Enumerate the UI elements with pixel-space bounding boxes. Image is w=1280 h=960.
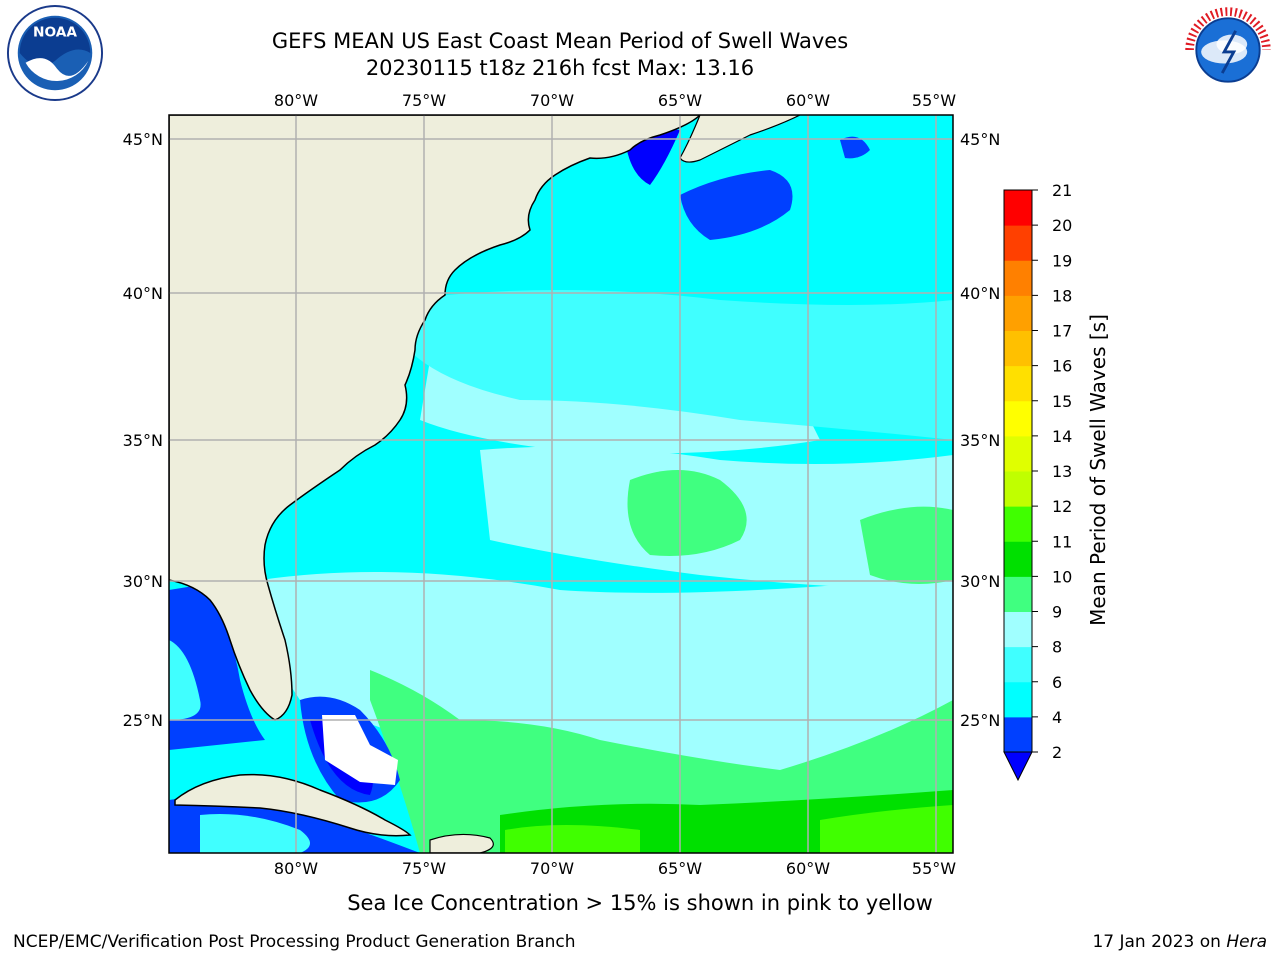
date-stamp: 17 Jan 2023 on Hera [1092, 932, 1267, 952]
colorbar-segment [1004, 330, 1032, 367]
colorbar-tick-label: 21 [1052, 181, 1072, 200]
colorbar-segment [1004, 646, 1032, 683]
colorbar-tick-label: 2 [1052, 743, 1062, 762]
swell-band-9-10 [627, 470, 747, 556]
credit-line: NCEP/EMC/Verification Post Processing Pr… [13, 932, 576, 952]
colorbar-segment [1004, 400, 1032, 437]
sea-ice-note: Sea Ice Concentration > 15% is shown in … [347, 891, 933, 915]
chart-title: GEFS MEAN US East Coast Mean Period of S… [271, 29, 849, 53]
colorbar-segment [1004, 681, 1032, 718]
colorbar-under-arrow [1003, 751, 1033, 782]
colorbar-segment [1004, 506, 1032, 542]
lat-label: 25°N [960, 711, 1000, 730]
lat-label: 30°N [960, 572, 1000, 591]
colorbar-segment [1004, 611, 1032, 648]
land-cuba [174, 773, 412, 837]
colorbar-segment [1004, 576, 1032, 612]
lon-labels-bottom: 80°W 75°W 70°W 65°W 60°W 55°W [274, 859, 956, 878]
colorbar-tick-label: 13 [1052, 462, 1072, 481]
map-field [169, 115, 953, 853]
lon-labels-top: 80°W 75°W 70°W 65°W 60°W 55°W [274, 91, 956, 110]
swell-band-9-10 [860, 506, 953, 584]
colorbar-segment [1004, 365, 1032, 402]
nws-logo [1182, 4, 1274, 96]
swell-band-2-4 [840, 136, 870, 159]
lat-labels-right: 45°N 40°N 35°N 30°N 25°N [960, 130, 1000, 730]
lon-label: 60°W [786, 859, 830, 878]
lon-label: 70°W [530, 91, 574, 110]
colorbar-label: Mean Period of Swell Waves [s] [1086, 314, 1110, 626]
lon-label: 75°W [402, 859, 446, 878]
colorbar-tick-label: 19 [1052, 251, 1072, 270]
land-bahamas [322, 715, 398, 785]
lat-label: 45°N [960, 130, 1000, 149]
lon-label: 60°W [786, 91, 830, 110]
stamp-date: 17 Jan 2023 on [1092, 932, 1227, 952]
swell-band-2-4 [680, 170, 793, 240]
swell-band-6-8 [400, 290, 953, 440]
lat-label: 35°N [123, 431, 163, 450]
map-border [168, 114, 954, 854]
lon-label: 70°W [530, 859, 574, 878]
lat-label: 30°N [123, 572, 163, 591]
lat-labels-left: 45°N 40°N 35°N 30°N 25°N [123, 130, 163, 730]
colorbar-tick-label: 20 [1052, 216, 1072, 235]
colorbar-segment [1004, 295, 1032, 331]
lon-label: 80°W [274, 91, 318, 110]
swell-band-11-12 [505, 825, 640, 853]
lon-label: 80°W [274, 859, 318, 878]
land-hispaniola [429, 833, 494, 853]
colorbar-tick-label: 8 [1052, 638, 1062, 657]
colorbar-tick-label: 14 [1052, 427, 1072, 446]
lat-label: 25°N [123, 711, 163, 730]
lon-label: 75°W [402, 91, 446, 110]
colorbar-tick-label: 11 [1052, 532, 1072, 551]
lat-label: 35°N [960, 431, 1000, 450]
stamp-host: Hera [1226, 932, 1267, 952]
noaa-logo: NOAA [6, 4, 104, 102]
swell-band-11-12 [820, 805, 953, 853]
lat-label: 45°N [123, 130, 163, 149]
colorbar-tick-label: 10 [1052, 567, 1072, 586]
lon-label: 55°W [912, 859, 956, 878]
swell-band-6-8 [169, 640, 201, 720]
colorbar-tick-label: 12 [1052, 497, 1072, 516]
colorbar-segment [1004, 260, 1032, 296]
colorbar-tick-label: 18 [1052, 286, 1072, 305]
colorbar-segment [1004, 225, 1032, 261]
colorbar-tick-label: 4 [1052, 708, 1062, 727]
svg-text:NOAA: NOAA [33, 24, 77, 40]
colorbar-segment [1004, 435, 1032, 472]
colorbar-tick-label: 9 [1052, 603, 1062, 622]
colorbar-tick-label: 16 [1052, 357, 1072, 376]
colorbar-tick-label: 17 [1052, 322, 1072, 341]
graticule [169, 115, 953, 853]
colorbar-segment [1004, 190, 1032, 226]
lon-label: 65°W [658, 859, 702, 878]
colorbar: 2 4 6 8 9 10 11 12 13 14 15 16 17 18 19 20 21 [1003, 181, 1072, 782]
colorbar-tick-label: 6 [1052, 673, 1062, 692]
colorbar-tick-label: 15 [1052, 392, 1072, 411]
colorbar-segment [1004, 716, 1032, 753]
lat-label: 40°N [960, 284, 1000, 303]
lon-label: 65°W [658, 91, 702, 110]
lon-label: 55°W [912, 91, 956, 110]
swell-band-6-8 [200, 814, 310, 853]
colorbar-segment [1004, 471, 1032, 507]
colorbar-segment [1004, 541, 1032, 577]
lat-label: 40°N [123, 284, 163, 303]
forecast-info: 20230115 t18z 216h fcst Max: 13.16 [365, 56, 755, 80]
